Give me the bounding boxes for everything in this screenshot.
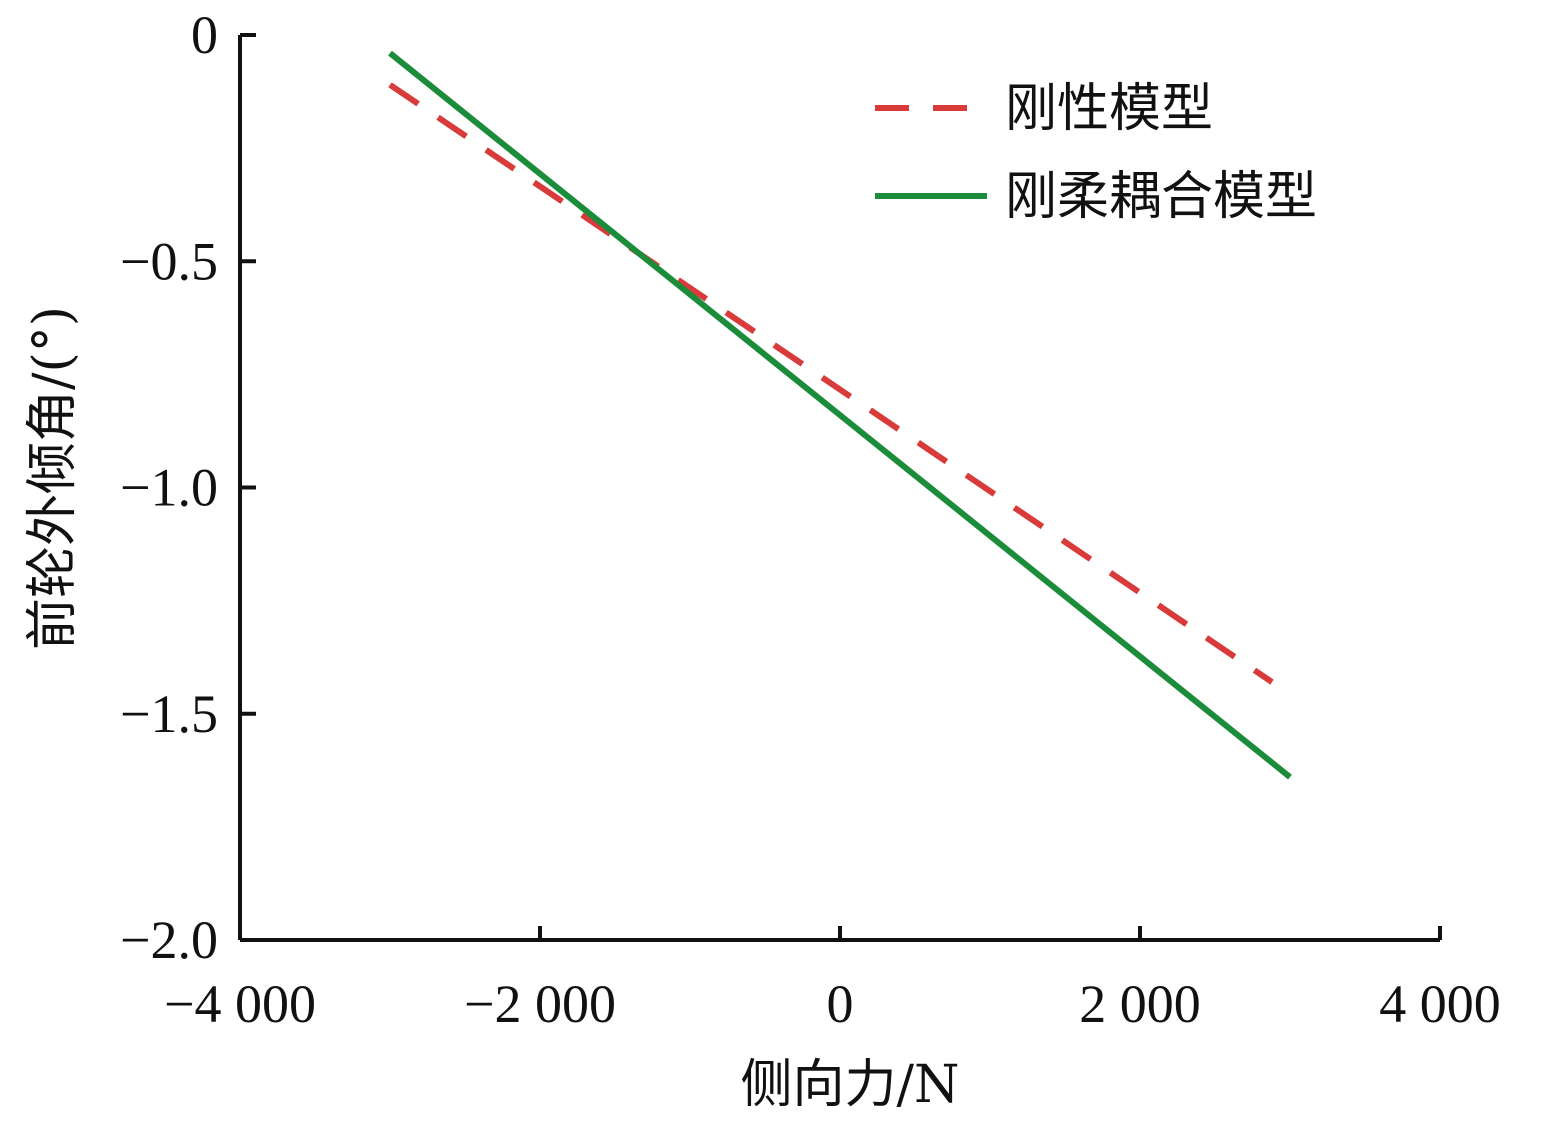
axes: −4 000 −2 000 0 2 000 4 000 0 −0.5 −1.0 −1.5 −2.0 [120, 5, 1501, 1034]
series-line-2 [388, 50, 1292, 780]
y-tick-label: 0 [191, 5, 218, 65]
x-tick-label: 2 000 [1079, 974, 1201, 1034]
y-tick-label: −0.5 [120, 231, 218, 291]
x-tick-label: −4 000 [164, 974, 316, 1034]
y-tick-label: −1.5 [120, 684, 218, 744]
legend-label-2: 刚柔耦合模型 [1005, 167, 1317, 227]
y-axis-title: 前轮外倾角/(°) [23, 306, 83, 650]
x-tick-label: −2 000 [464, 974, 616, 1034]
x-tick-label: 4 000 [1379, 974, 1501, 1034]
x-tick-label: 0 [827, 974, 854, 1034]
series-line-1 [388, 82, 1274, 685]
x-axis-title: 侧向力/N [740, 1055, 959, 1115]
y-tick-label: −1.0 [120, 458, 218, 518]
series-lines [388, 50, 1292, 780]
y-tick-label: −2.0 [120, 910, 218, 970]
legend-label-1: 刚性模型 [1005, 79, 1213, 139]
